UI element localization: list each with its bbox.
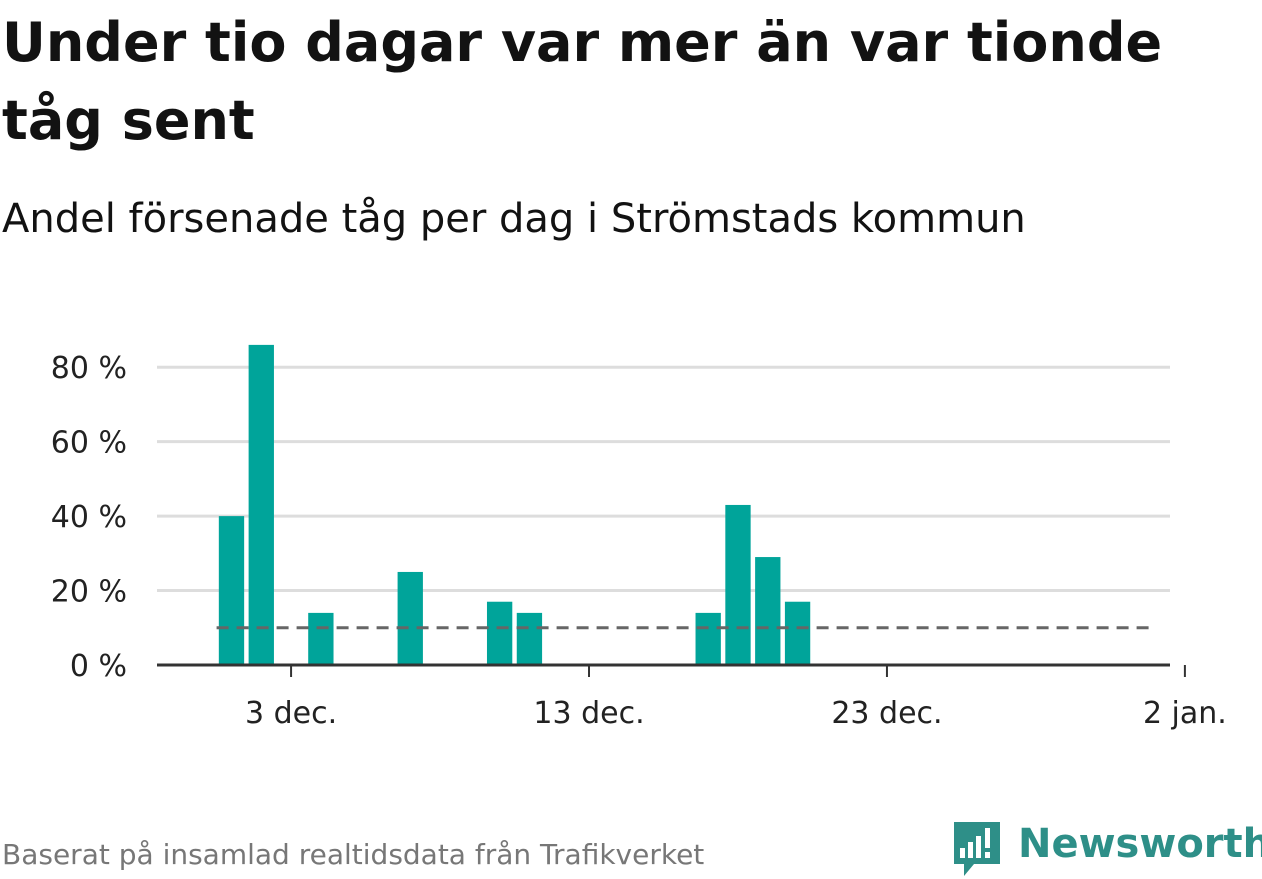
y-tick-label: 20 %: [51, 575, 127, 610]
bar: [308, 612, 334, 665]
newsworthy-logo-icon: [954, 822, 1000, 876]
x-tick-label: 13 dec.: [533, 696, 644, 731]
y-tick-label: 40 %: [51, 500, 127, 535]
bar: [725, 504, 751, 665]
bar: [784, 601, 811, 665]
source-note: Baserat på insamlad realtidsdata från Tr…: [2, 838, 705, 871]
bar: [397, 571, 423, 665]
x-tick-label: 3 dec.: [245, 696, 337, 731]
bar: [218, 516, 245, 665]
axes: 0 % 20 % 40 % 60 % 80 % 3 dec. 13 dec. 23 dec. 2…: [51, 351, 1227, 731]
x-tick-label: 2 jan.: [1143, 696, 1227, 731]
bar: [248, 344, 274, 665]
bar: [695, 612, 721, 665]
bar: [486, 601, 513, 665]
bar: [755, 557, 781, 665]
y-tick-label: 80 %: [51, 351, 127, 386]
chart-title: Under tio dagar var mer än var tionde tå…: [2, 11, 1163, 152]
y-tick-label: 60 %: [51, 426, 127, 461]
y-tick-label: 0 %: [70, 649, 127, 684]
brand-name: Newsworthy: [1018, 821, 1262, 867]
chart-subtitle: Andel försenade tåg per dag i Strömstads…: [2, 196, 1026, 242]
newsworthy-logo: Newsworthy: [952, 818, 1262, 878]
x-tick-label: 23 dec.: [831, 696, 942, 731]
gridlines: [157, 365, 1170, 593]
bar: [516, 612, 543, 665]
bars: [218, 344, 811, 665]
